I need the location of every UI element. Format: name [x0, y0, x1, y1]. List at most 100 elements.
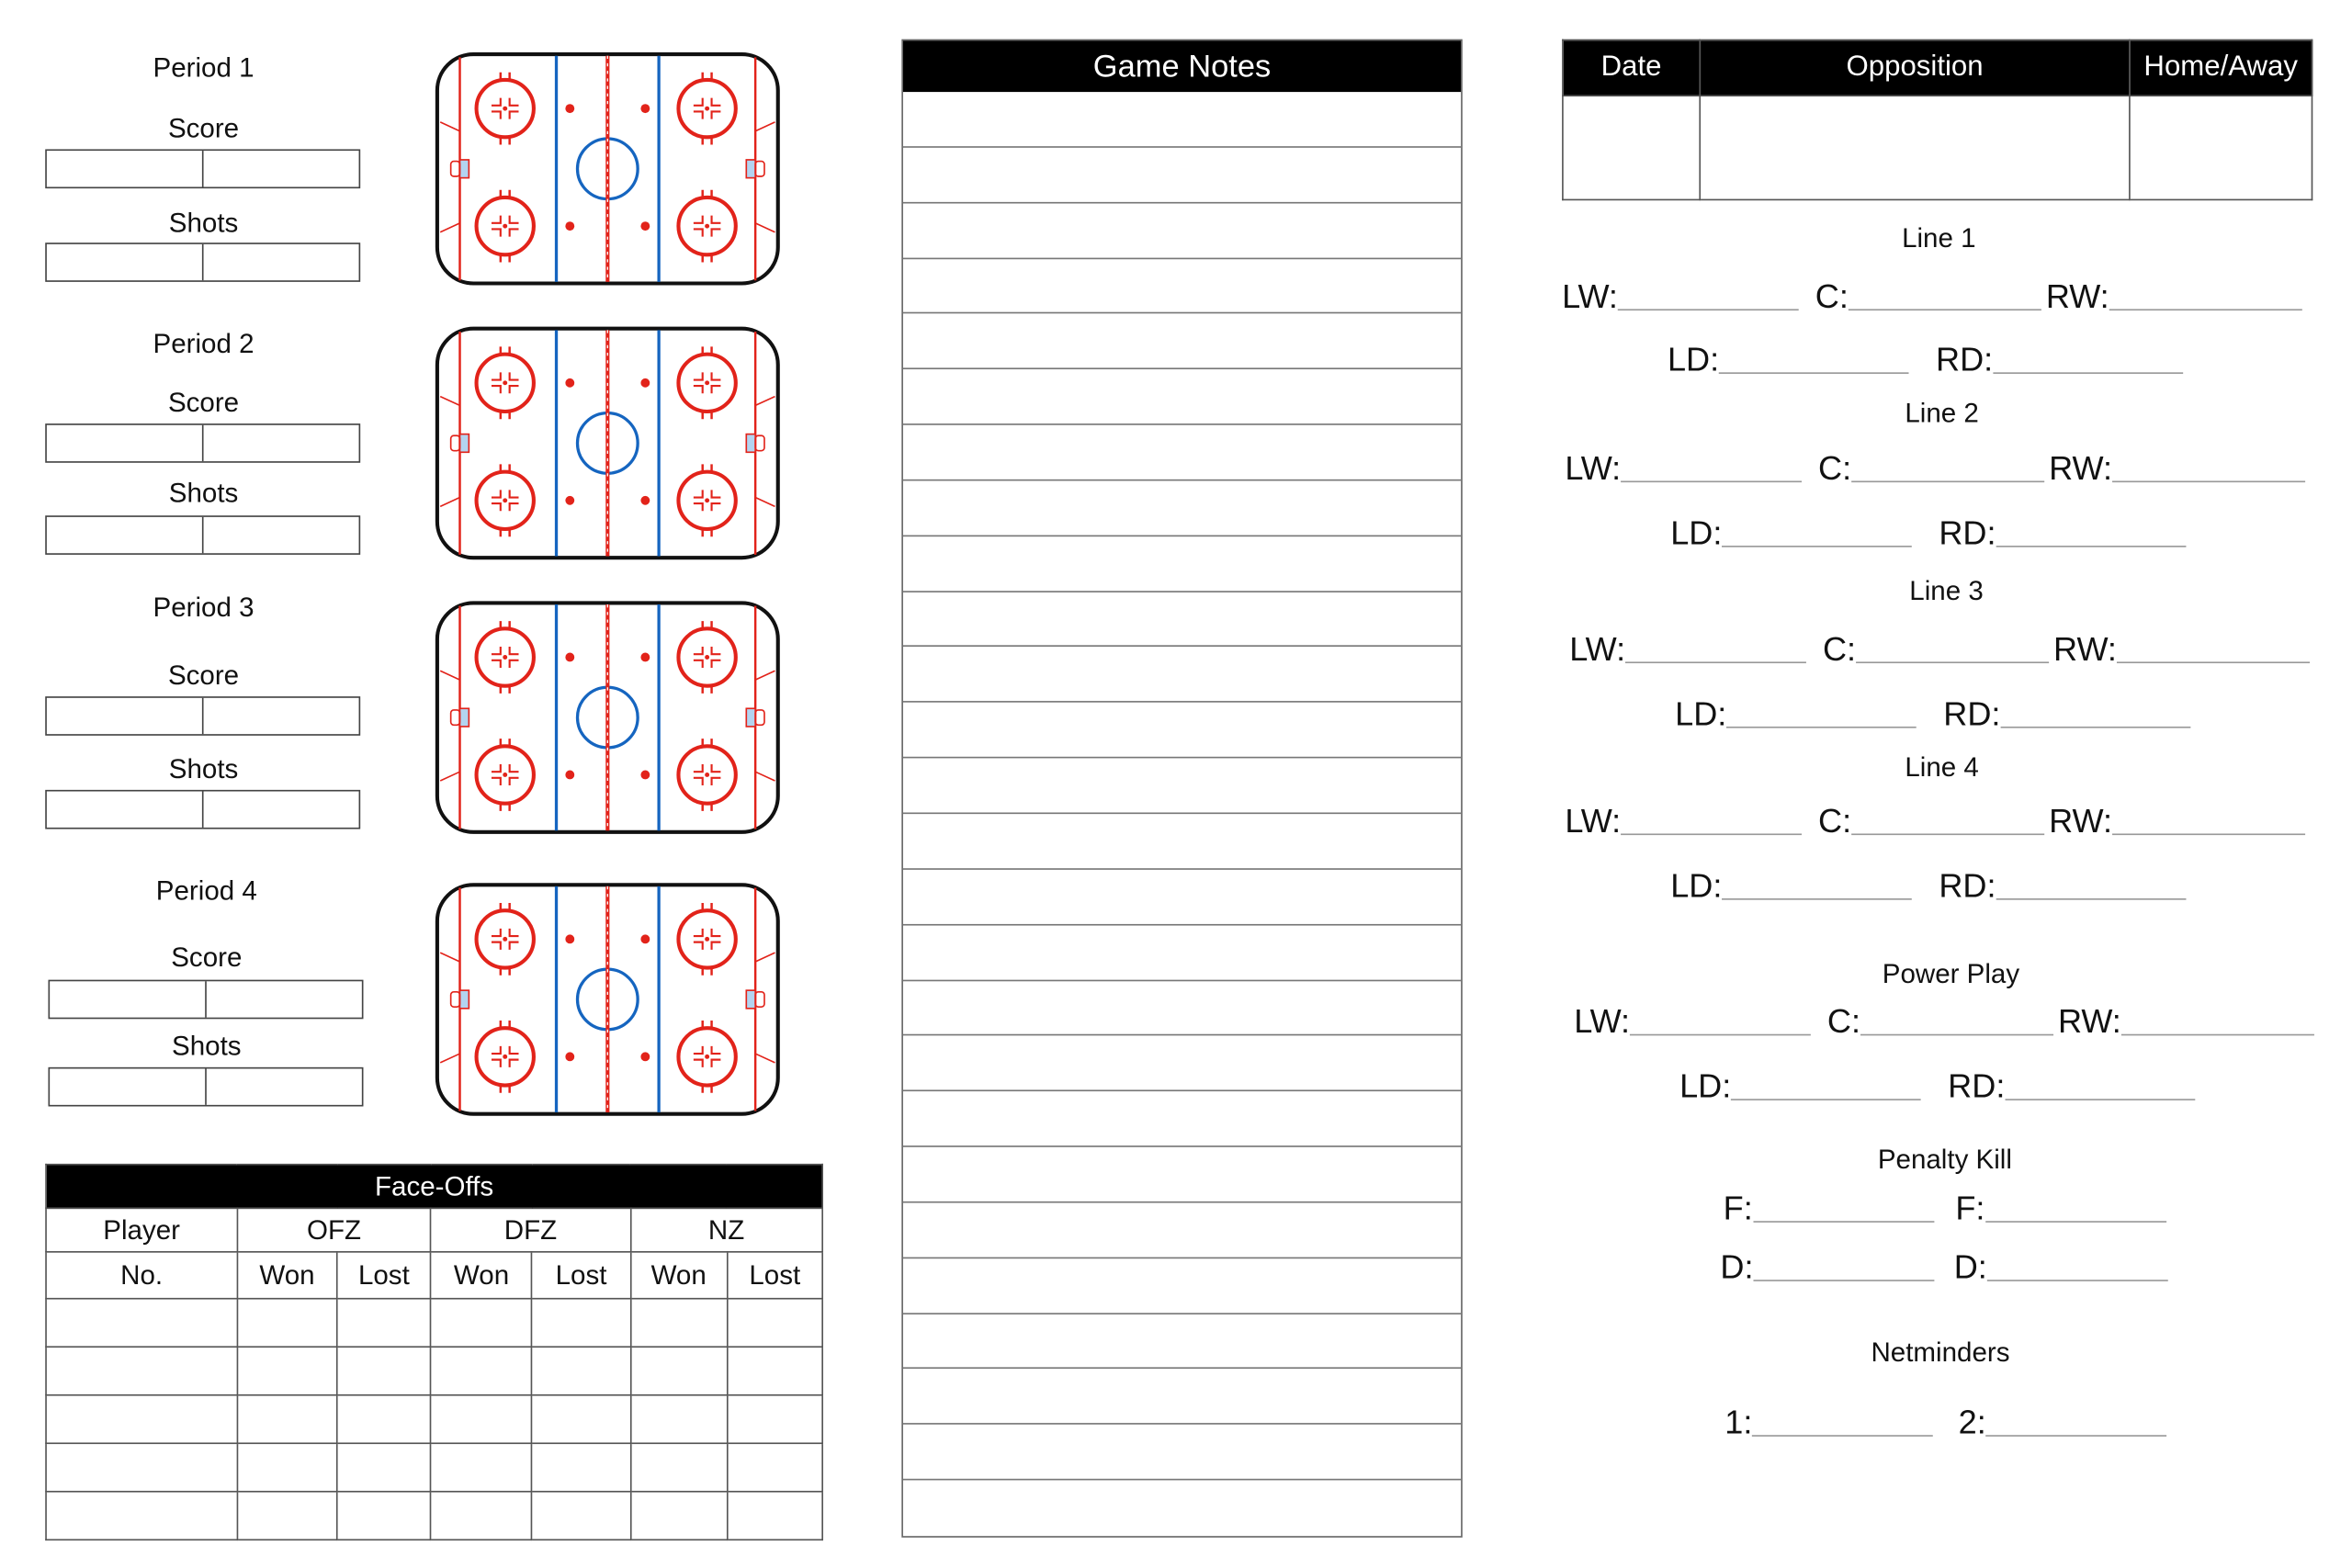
ld-field[interactable]: LD: [1668, 341, 1909, 380]
faceoff-count-cell[interactable] [430, 1346, 533, 1396]
away-score-cell[interactable] [204, 698, 359, 734]
note-line[interactable] [902, 480, 1462, 536]
away-score-cell[interactable] [207, 981, 362, 1017]
netminder-field[interactable]: 1: [1724, 1404, 1934, 1443]
entry-line[interactable] [1617, 308, 1799, 311]
lw-field[interactable]: LW: [1574, 1002, 1811, 1042]
entry-line[interactable] [1630, 1032, 1811, 1036]
entry-line[interactable] [1621, 832, 1803, 836]
note-line[interactable] [902, 870, 1462, 926]
note-line[interactable] [903, 1481, 1461, 1536]
rink-diagram[interactable] [435, 51, 781, 287]
date-field[interactable] [1562, 95, 1702, 201]
note-line[interactable] [902, 1370, 1462, 1426]
faceoff-count-cell[interactable] [726, 1297, 823, 1348]
note-line[interactable] [902, 369, 1462, 425]
faceoff-count-cell[interactable] [236, 1442, 338, 1493]
faceoff-count-cell[interactable] [531, 1297, 631, 1348]
entry-line[interactable] [1984, 1220, 2166, 1223]
entry-line[interactable] [1986, 1279, 2168, 1281]
entry-line[interactable] [2116, 660, 2310, 664]
player-number-cell[interactable] [45, 1297, 239, 1348]
home-away-field[interactable] [2129, 95, 2313, 201]
faceoff-count-cell[interactable] [430, 1297, 533, 1348]
lw-field[interactable]: LW: [1569, 630, 1807, 670]
entry-line[interactable] [1753, 1279, 1935, 1281]
faceoff-count-cell[interactable] [531, 1490, 631, 1541]
rd-field[interactable]: RD: [1948, 1067, 2196, 1107]
faceoff-count-cell[interactable] [629, 1297, 729, 1348]
home-score-cell[interactable] [50, 981, 207, 1018]
pk-forward-field[interactable]: F: [1955, 1190, 2166, 1229]
ld-field[interactable]: LD: [1675, 695, 1917, 735]
c-field[interactable]: C: [1827, 1002, 2054, 1042]
rw-field[interactable]: RW: [2053, 630, 2310, 670]
entry-line[interactable] [1860, 1032, 2054, 1036]
note-line[interactable] [902, 1147, 1462, 1203]
lw-field[interactable]: LW: [1562, 277, 1799, 317]
ld-field[interactable]: LD: [1679, 1067, 1922, 1107]
rd-field[interactable]: RD: [1939, 514, 2187, 554]
note-line[interactable] [902, 1314, 1462, 1370]
faceoff-count-cell[interactable] [236, 1297, 338, 1348]
note-line[interactable] [902, 258, 1462, 314]
faceoff-count-cell[interactable] [236, 1490, 338, 1541]
entry-line[interactable] [1985, 1434, 2167, 1437]
faceoff-count-cell[interactable] [726, 1393, 823, 1445]
faceoff-count-cell[interactable] [430, 1442, 533, 1493]
home-shots-cell[interactable] [47, 243, 204, 281]
note-line[interactable] [902, 314, 1462, 370]
note-line[interactable] [902, 203, 1462, 259]
note-line[interactable] [902, 1425, 1462, 1481]
faceoff-count-cell[interactable] [430, 1490, 533, 1541]
rd-field[interactable]: RD: [1943, 695, 2191, 735]
faceoff-count-cell[interactable] [531, 1442, 631, 1493]
shots-box[interactable] [45, 243, 361, 282]
faceoff-count-cell[interactable] [430, 1393, 533, 1445]
home-shots-cell[interactable] [47, 791, 204, 828]
entry-line[interactable] [2000, 725, 2191, 728]
shots-box[interactable] [48, 1066, 364, 1107]
faceoff-count-cell[interactable] [629, 1346, 729, 1396]
note-line[interactable] [902, 925, 1462, 981]
entry-line[interactable] [1752, 1220, 1934, 1223]
note-line[interactable] [902, 1036, 1462, 1092]
ld-field[interactable]: LD: [1670, 514, 1913, 554]
netminder-field[interactable]: 2: [1959, 1404, 2167, 1443]
rw-field[interactable]: RW: [2049, 449, 2306, 489]
faceoff-count-cell[interactable] [726, 1346, 823, 1396]
entry-line[interactable] [2109, 308, 2302, 311]
away-shots-cell[interactable] [204, 792, 359, 828]
entry-line[interactable] [1851, 479, 2045, 483]
home-score-cell[interactable] [47, 424, 204, 462]
note-line[interactable] [902, 980, 1462, 1036]
pk-defense-field[interactable]: D: [1720, 1248, 1935, 1288]
ld-field[interactable]: LD: [1670, 867, 1913, 907]
c-field[interactable]: C: [1815, 277, 2041, 317]
faceoff-count-cell[interactable] [531, 1346, 631, 1396]
pk-defense-field[interactable]: D: [1954, 1248, 2168, 1288]
home-score-cell[interactable] [47, 151, 204, 187]
note-line[interactable] [902, 703, 1462, 759]
note-line[interactable] [902, 1091, 1462, 1147]
entry-line[interactable] [1726, 725, 1917, 728]
shots-box[interactable] [45, 789, 361, 829]
c-field[interactable]: C: [1818, 449, 2045, 489]
note-line[interactable] [902, 92, 1462, 148]
entry-line[interactable] [1621, 479, 1803, 483]
faceoff-count-cell[interactable] [629, 1442, 729, 1493]
home-shots-cell[interactable] [47, 516, 204, 554]
entry-line[interactable] [1848, 308, 2041, 311]
pk-forward-field[interactable]: F: [1724, 1190, 1934, 1229]
home-score-cell[interactable] [47, 697, 204, 735]
entry-line[interactable] [1996, 544, 2187, 547]
entry-line[interactable] [2005, 1098, 2196, 1100]
entry-line[interactable] [1851, 832, 2045, 836]
opposition-field[interactable] [1699, 95, 2131, 201]
lw-field[interactable]: LW: [1565, 449, 1803, 489]
note-line[interactable] [902, 1258, 1462, 1314]
rink-diagram[interactable] [435, 882, 781, 1117]
note-line[interactable] [902, 148, 1462, 204]
score-box[interactable] [45, 423, 361, 463]
entry-line[interactable] [1722, 544, 1913, 547]
